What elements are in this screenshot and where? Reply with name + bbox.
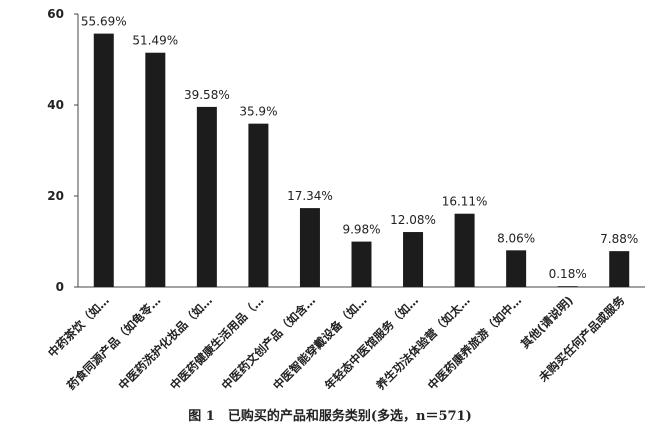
value-label: 35.9% <box>239 105 277 119</box>
bar <box>609 251 630 287</box>
bar <box>454 213 475 287</box>
value-label: 17.34% <box>287 189 333 203</box>
y-tick-label: 60 <box>47 7 64 21</box>
value-label: 51.49% <box>132 34 178 48</box>
x-tick-label: 年轻态中医馆服务（如… <box>322 293 421 392</box>
x-tick-label: 中医药文创产品（如含… <box>219 293 318 392</box>
value-label: 7.88% <box>600 232 638 246</box>
x-tick-label: 中医药健康生活用品（… <box>167 293 266 392</box>
bar <box>351 241 372 287</box>
y-tick-label: 0 <box>56 280 64 294</box>
x-tick-label: 养生功法体验营（如太… <box>373 293 473 393</box>
value-label: 16.11% <box>442 195 488 209</box>
x-tick-label: 未购买任何产品或服务 <box>535 293 627 385</box>
y-tick-label: 20 <box>47 189 64 203</box>
bar <box>93 33 114 287</box>
bar <box>299 208 320 287</box>
bar <box>248 123 269 287</box>
value-label: 12.08% <box>390 213 436 227</box>
x-tick-label: 药食同源产品（如龟苓… <box>64 293 163 392</box>
x-tick-label: 中医药洗护化妆品（如… <box>116 293 215 392</box>
x-tick-label: 中医药康养旅游（如中… <box>425 293 524 392</box>
bar <box>506 250 527 287</box>
x-tick-label: 中医智能穿戴设备（如… <box>270 293 369 392</box>
value-label: 9.98% <box>342 223 380 237</box>
value-label: 0.18% <box>549 267 587 281</box>
value-label: 55.69% <box>81 15 127 29</box>
bar <box>557 286 578 287</box>
bar <box>145 52 166 287</box>
bar <box>196 106 217 287</box>
value-label: 8.06% <box>497 231 535 245</box>
bar <box>403 232 424 287</box>
chart-caption: 图 1 已购买的产品和服务类别(多选，n＝571) <box>188 408 471 424</box>
value-label: 39.58% <box>184 88 230 102</box>
y-tick-label: 40 <box>47 98 64 112</box>
